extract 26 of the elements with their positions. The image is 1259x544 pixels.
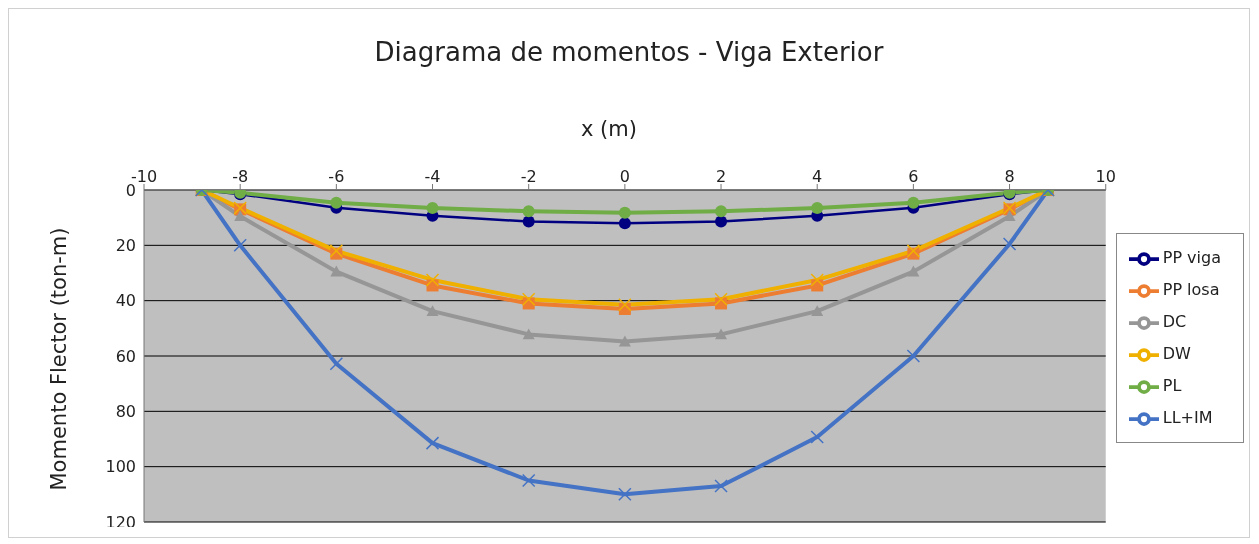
legend-label: PP viga (1162, 248, 1221, 267)
x-tick-label: -6 (328, 167, 345, 186)
y-tick-label: 40 (115, 291, 136, 311)
legend-label: PP losa (1162, 280, 1220, 299)
x-tick-label: 6 (908, 167, 919, 186)
x-tick-label: -8 (232, 167, 249, 186)
y-tick-label: 100 (105, 457, 136, 477)
chart-title: Diagrama de momentos - Viga Exterior (373, 37, 885, 67)
x-tick-label: 2 (715, 167, 727, 186)
x-tick-label: 8 (1004, 167, 1015, 186)
y-tick-label: 120 (105, 512, 136, 532)
y-axis-title: Momento Flector (ton-m) (46, 227, 70, 491)
y-tick-label: 20 (115, 236, 136, 256)
legend-label: DW (1162, 344, 1191, 363)
x-axis-title: x (m) (580, 117, 638, 141)
y-tick-label: 0 (125, 180, 136, 200)
y-tick-label: 80 (115, 402, 136, 422)
y-tick-label: 60 (115, 346, 136, 366)
x-tick-label: 0 (619, 167, 630, 186)
legend-label: LL+IM (1162, 408, 1213, 427)
legend-label: DC (1162, 312, 1187, 331)
x-tick-label: 4 (812, 167, 823, 186)
x-tick-label: -2 (520, 167, 537, 186)
x-tick-label: 10 (1095, 167, 1116, 186)
legend-label: PL (1162, 376, 1182, 395)
x-tick-label: -4 (424, 167, 441, 186)
